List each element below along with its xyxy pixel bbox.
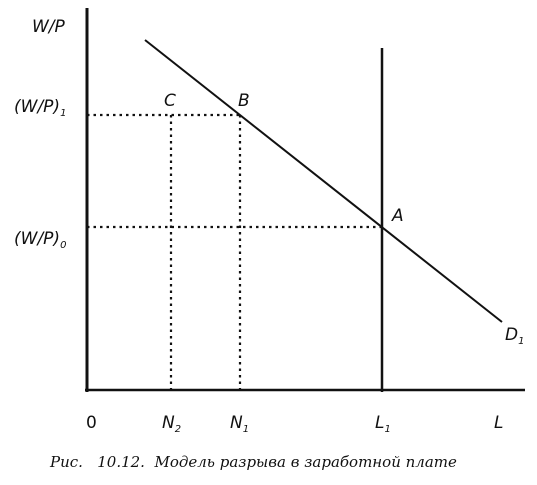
demand-label: D1: [505, 325, 524, 347]
wage-high-label: (W/P)1: [14, 97, 66, 119]
figure-caption: Рис. 10.12. Модель разрыва в заработной …: [49, 453, 457, 471]
l1-label: L1: [375, 413, 391, 435]
n1-label: N1: [230, 413, 249, 435]
x-axis-label: L: [494, 413, 503, 433]
point-a-label: A: [391, 206, 404, 226]
wage-low-label: (W/P)0: [14, 229, 66, 251]
point-c-label: C: [164, 91, 176, 111]
origin-label: 0: [86, 413, 97, 433]
y-axis-label: W/P: [32, 17, 66, 37]
n2-label: N2: [162, 413, 181, 435]
demand-curve: [144, 39, 503, 323]
point-b-label: B: [238, 91, 250, 111]
